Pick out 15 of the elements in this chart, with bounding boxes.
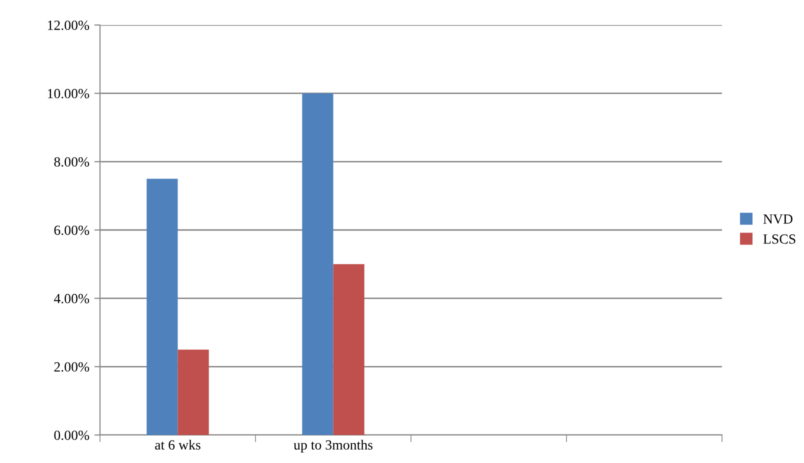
y-tick-label: 10.00% bbox=[48, 88, 90, 98]
y-tick-label: 6.00% bbox=[54, 226, 90, 236]
x-tick-label: up to 3months bbox=[294, 440, 372, 452]
bar bbox=[146, 178, 178, 435]
legend-label: NVD bbox=[763, 214, 792, 224]
bar bbox=[178, 350, 209, 435]
y-tick-label: 2.00% bbox=[54, 362, 90, 372]
bar bbox=[302, 93, 334, 435]
x-tick-label: at 6 wks bbox=[155, 440, 200, 450]
legend-label: LSCS bbox=[763, 234, 796, 244]
y-tick-label: 4.00% bbox=[54, 294, 90, 304]
bar bbox=[333, 264, 364, 435]
y-tick-label: 12.00% bbox=[48, 20, 90, 30]
y-tick-label: 0.00% bbox=[54, 430, 90, 440]
y-tick-label: 8.00% bbox=[54, 157, 90, 167]
